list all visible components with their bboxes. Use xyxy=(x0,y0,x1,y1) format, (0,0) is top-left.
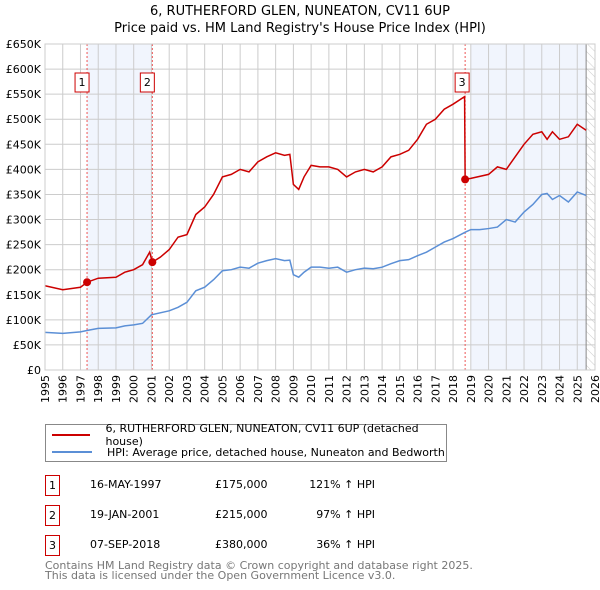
sale-price: £380,000 xyxy=(215,538,268,551)
x-tick-label: 2015 xyxy=(394,375,407,403)
y-tick-label: £50K xyxy=(13,339,42,352)
y-tick-label: £350K xyxy=(6,188,42,201)
sale-date: 16-MAY-1997 xyxy=(90,478,162,491)
x-tick-label: 2013 xyxy=(358,375,371,403)
x-tick-label: 2019 xyxy=(465,375,478,403)
sale-marker-box: 2 xyxy=(45,505,60,526)
legend-item-property: 6, RUTHERFORD GLEN, NUNEATON, CV11 6UP (… xyxy=(46,422,446,448)
x-tick-label: 2014 xyxy=(376,375,389,403)
legend-swatch-red xyxy=(52,434,91,436)
x-tick-label: 2023 xyxy=(536,375,549,403)
chart-title: 6, RUTHERFORD GLEN, NUNEATON, CV11 6UP xyxy=(150,4,450,19)
x-tick-label: 2022 xyxy=(518,375,531,403)
y-tick-label: £400K xyxy=(6,163,42,176)
sale-marker-label: 3 xyxy=(459,76,466,89)
y-tick-label: £600K xyxy=(6,63,42,76)
x-tick-label: 2025 xyxy=(571,375,584,403)
y-tick-label: £300K xyxy=(6,214,42,227)
sale-marker-box: 1 xyxy=(45,475,60,496)
x-tick-label: 2006 xyxy=(234,375,247,403)
x-tick-label: 2001 xyxy=(145,375,158,403)
x-tick-label: 2010 xyxy=(305,375,318,403)
sale-date: 19-JAN-2001 xyxy=(90,508,160,521)
shaded-period xyxy=(87,44,153,370)
x-tick-label: 2004 xyxy=(199,375,212,403)
sale-marker-box: 3 xyxy=(45,535,60,556)
x-tick-label: 2002 xyxy=(163,375,176,403)
x-tick-label: 2003 xyxy=(181,375,194,403)
x-tick-label: 2000 xyxy=(128,375,141,403)
x-tick-label: 2007 xyxy=(252,375,265,403)
x-tick-label: 2009 xyxy=(287,375,300,403)
footer-copyright: Contains HM Land Registry data © Crown c… xyxy=(45,559,473,572)
sale-marker-box xyxy=(74,72,90,93)
sale-marker-box xyxy=(454,72,470,93)
x-tick-label: 2016 xyxy=(412,375,425,403)
sale-price: £215,000 xyxy=(215,508,268,521)
footer-licence: This data is licensed under the Open Gov… xyxy=(45,569,396,582)
x-tick-label: 2012 xyxy=(341,375,354,403)
x-tick-label: 2021 xyxy=(500,375,513,403)
x-tick-label: 2008 xyxy=(270,375,283,403)
x-tick-label: 1995 xyxy=(39,375,52,403)
x-tick-label: 1998 xyxy=(92,375,105,403)
sale-marker-label: 2 xyxy=(144,76,151,89)
sale-price: £175,000 xyxy=(215,478,268,491)
plot-border xyxy=(44,43,596,371)
y-tick-label: £0 xyxy=(27,364,41,377)
sale-marker-label: 1 xyxy=(79,76,86,89)
sale-marker-box xyxy=(139,72,155,93)
hpi-line xyxy=(44,191,587,335)
y-tick-label: £250K xyxy=(6,239,42,252)
x-tick-label: 2024 xyxy=(554,375,567,403)
x-tick-label: 2020 xyxy=(483,375,496,403)
forecast-hatch xyxy=(586,44,595,370)
sale-hpi-change: 97% ↑ HPI xyxy=(316,508,375,521)
x-tick-label: 1996 xyxy=(57,375,70,403)
y-tick-label: £650K xyxy=(6,38,42,51)
legend-label: 6, RUTHERFORD GLEN, NUNEATON, CV11 6UP (… xyxy=(105,422,419,448)
y-tick-label: £450K xyxy=(6,138,42,151)
price-chart: 1995 1996 1997 1998 1999 2000 2001 2002 2003 2004… xyxy=(6,38,600,403)
x-tick-label: 1999 xyxy=(110,375,123,403)
y-tick-label: £500K xyxy=(6,113,42,126)
legend: 6, RUTHERFORD GLEN, NUNEATON, CV11 6UP (… xyxy=(45,422,447,462)
y-tick-label: £100K xyxy=(6,314,42,327)
y-tick-label: £150K xyxy=(6,289,42,302)
shaded-period xyxy=(470,44,587,370)
sale-point xyxy=(83,278,92,287)
x-tick-label: 1997 xyxy=(74,375,87,403)
sale-point xyxy=(461,175,470,184)
legend-item-hpi: HPI: Average price, detached house, Nune… xyxy=(46,444,445,460)
legend-label: HPI: Average price, detached house, Nune… xyxy=(107,445,445,459)
sale-date: 07-SEP-2018 xyxy=(90,538,161,551)
sale-hpi-change: 121% ↑ HPI xyxy=(309,478,375,491)
sale-point xyxy=(148,258,157,267)
x-tick-label: 2026 xyxy=(589,375,600,403)
y-tick-label: £200K xyxy=(6,264,42,277)
x-tick-label: 2017 xyxy=(429,375,442,403)
x-tick-label: 2018 xyxy=(447,375,460,403)
sale-hpi-change: 36% ↑ HPI xyxy=(316,538,375,551)
y-tick-label: £550K xyxy=(6,88,42,101)
chart-subtitle: Price paid vs. HM Land Registry's House … xyxy=(114,21,486,36)
x-tick-label: 2011 xyxy=(323,375,336,403)
x-tick-label: 2005 xyxy=(216,375,229,403)
legend-swatch-blue xyxy=(52,451,92,453)
